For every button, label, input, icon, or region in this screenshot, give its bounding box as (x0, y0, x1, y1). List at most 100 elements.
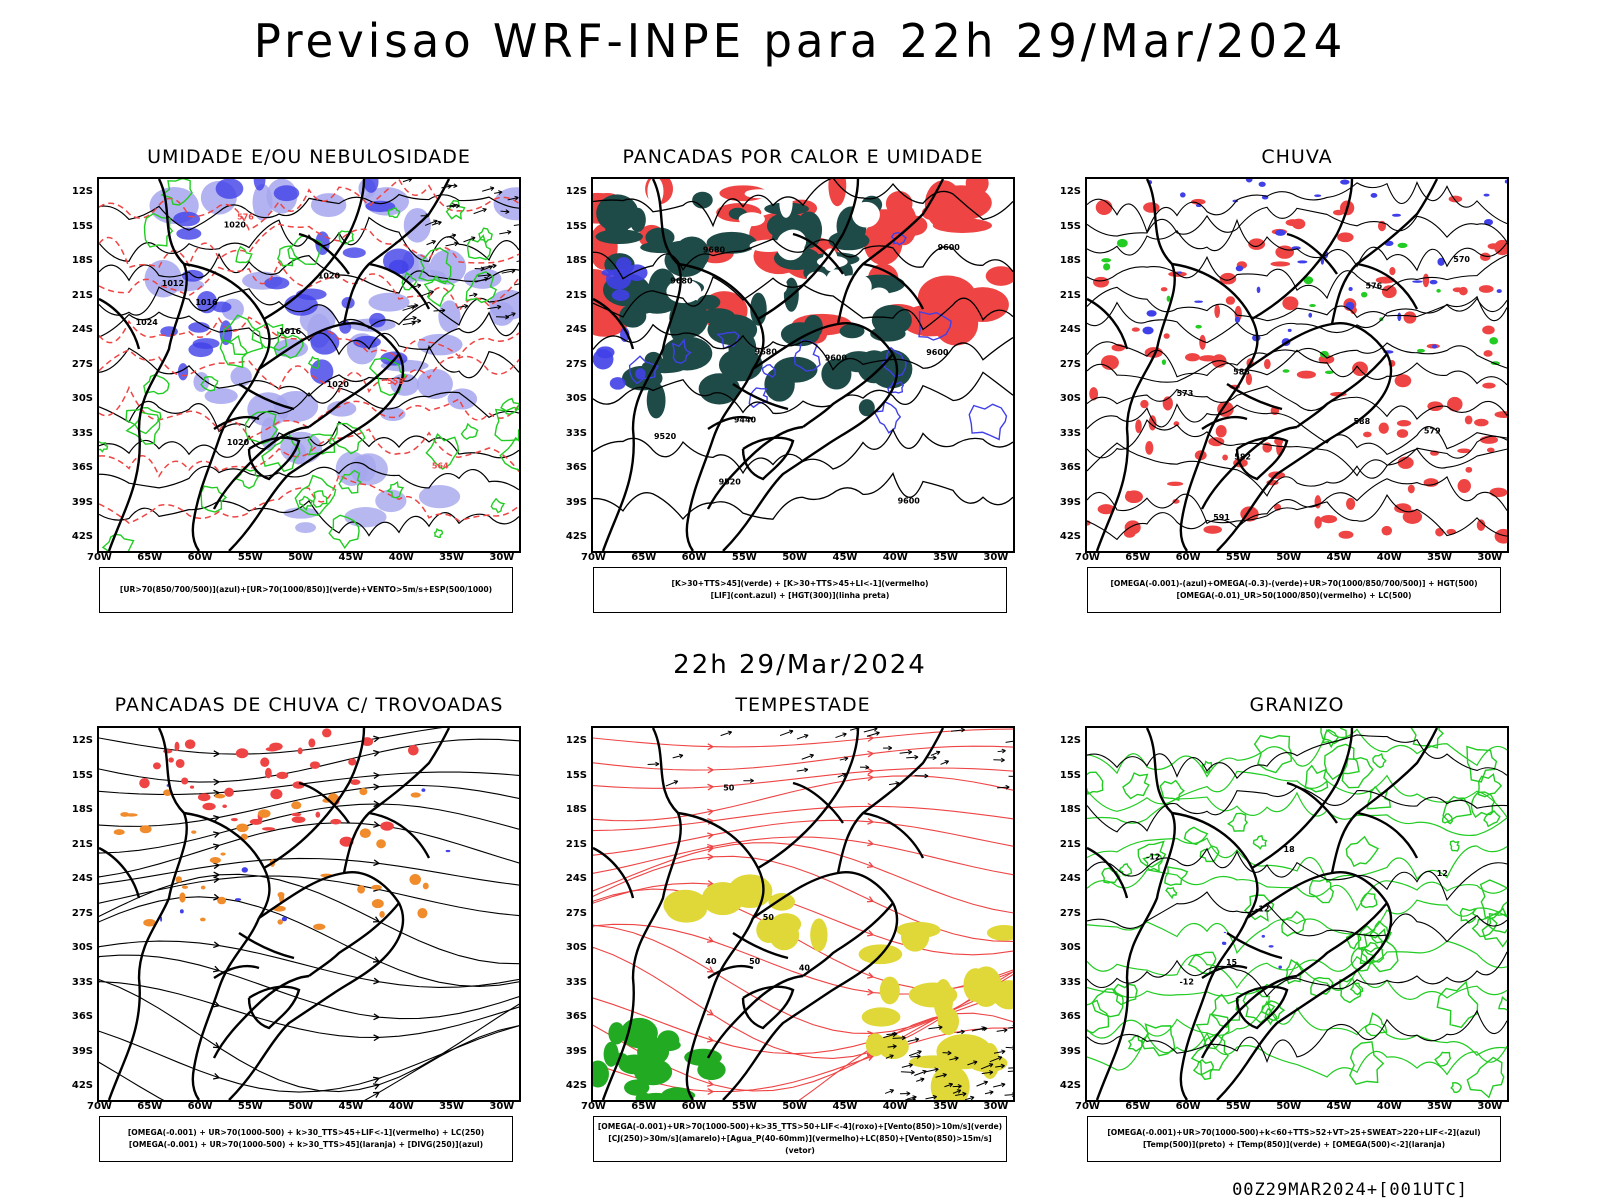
field-patch (1235, 265, 1244, 272)
country-border (342, 728, 451, 874)
contour-line (244, 410, 279, 445)
contour-line (1122, 772, 1150, 800)
panel-title-granizo: GRANIZO (1249, 694, 1345, 716)
contour-line (1466, 1056, 1505, 1099)
field-patch (249, 818, 263, 825)
contour-line (99, 441, 109, 453)
wind-vector (996, 1027, 1008, 1033)
wind-vector (665, 780, 679, 787)
latitude-axis: 12S 15S 18S 21S 24S 27S 30S 33S 36S 39S 42S (65, 177, 95, 549)
field-patch (1179, 192, 1186, 198)
contour-line (1201, 760, 1213, 774)
field-patch (1219, 272, 1237, 285)
country-border (802, 353, 894, 428)
field-patch (291, 812, 302, 817)
contour-line (1087, 254, 1507, 300)
field-patch (188, 342, 214, 358)
country-border (1201, 415, 1248, 430)
contour-line (1087, 295, 1507, 344)
lat-tick-label: 30S (565, 942, 587, 953)
contour-line (918, 310, 952, 341)
streamline (99, 978, 519, 1093)
field-patch (173, 211, 201, 227)
lon-tick-label: 30W (1477, 1101, 1503, 1112)
field-patch (1476, 519, 1486, 531)
streamline (99, 784, 519, 827)
wind-vector (513, 283, 519, 286)
map-pancadas-calor: 9680 9600 9680 9600 9520 9680 9600 9520 9440 9600 (591, 177, 1015, 553)
contour-line (890, 231, 907, 246)
field-patch (828, 179, 847, 207)
streamline (99, 771, 519, 796)
field-patch (1095, 199, 1113, 215)
contour-line (1087, 837, 1507, 883)
field-patch (1100, 355, 1119, 370)
wind-vector (976, 1080, 989, 1087)
lon-tick-label: 35W (1427, 1101, 1453, 1112)
field-patch (1397, 242, 1408, 248)
field-patch (273, 185, 300, 202)
wind-vector (463, 236, 476, 243)
country-border (107, 728, 188, 1100)
country-border (706, 974, 804, 1059)
field-patch (253, 179, 266, 191)
contour-line (273, 331, 304, 359)
field-patch (1381, 525, 1393, 536)
country-border (107, 179, 188, 551)
field-patch (764, 367, 795, 402)
field-patch (371, 899, 384, 909)
contour-line (1087, 891, 1507, 943)
country-border (1171, 262, 1259, 370)
field-patch (196, 291, 218, 314)
streamline (99, 822, 519, 878)
lat-tick-label: 33S (1059, 976, 1081, 988)
country-border (677, 262, 765, 370)
country-border (99, 297, 141, 350)
legend-line: [LIF](cont.azul) + [HGT(300)](linha pret… (710, 591, 890, 600)
country-border (1235, 436, 1289, 481)
wind-vector (908, 1050, 922, 1057)
field-patch (936, 1034, 993, 1070)
streamline (593, 842, 1013, 914)
country-border (741, 436, 795, 481)
contour-line (99, 420, 519, 459)
contour-value-label: 1012 (162, 279, 184, 288)
field-patch (291, 816, 306, 824)
contour-line (1087, 899, 1507, 955)
wind-vector (949, 1056, 959, 1061)
field-patch (202, 802, 216, 811)
wind-vector (906, 754, 919, 760)
field-patch (605, 215, 628, 244)
wind-vector (993, 1082, 1006, 1088)
field-patch (932, 218, 992, 233)
contour-value-label: 1020 (227, 438, 250, 447)
contour-line (433, 528, 444, 539)
lat-tick-label: 42S (71, 531, 93, 542)
contour-value-label: 576 (1365, 281, 1382, 290)
streamline-arrow (373, 783, 380, 791)
wind-vector (402, 179, 413, 183)
wind-vector (964, 1095, 975, 1100)
field-patch (1195, 324, 1202, 329)
wind-vector (495, 314, 510, 320)
field-patch (1116, 238, 1128, 248)
country-border (685, 917, 755, 1100)
field-patch (310, 193, 347, 218)
lat-tick-label: 27S (565, 907, 587, 919)
streamline (99, 803, 519, 854)
field-patch (1397, 312, 1402, 322)
lon-tick-label: 65W (1125, 1101, 1151, 1112)
field-patch (1268, 945, 1274, 948)
field-patch (252, 183, 273, 221)
latitude-axis: 12S 15S 18S 21S 24S 27S 30S 33S 36S 39S 42S (1053, 726, 1083, 1098)
field-patch (1320, 514, 1338, 524)
field-patch (1101, 258, 1112, 263)
lon-tick-label: 35W (933, 552, 959, 563)
country-border (1296, 902, 1388, 977)
field-patch (1287, 328, 1292, 333)
legend-line: [Temp(500)](preto) + [Temp(850)](verde) … (1142, 1140, 1446, 1149)
wind-vector (720, 730, 733, 737)
contour-value-label: 564 (432, 462, 449, 471)
lon-tick-label: 50W (1276, 1101, 1302, 1112)
field-patch (376, 839, 386, 849)
